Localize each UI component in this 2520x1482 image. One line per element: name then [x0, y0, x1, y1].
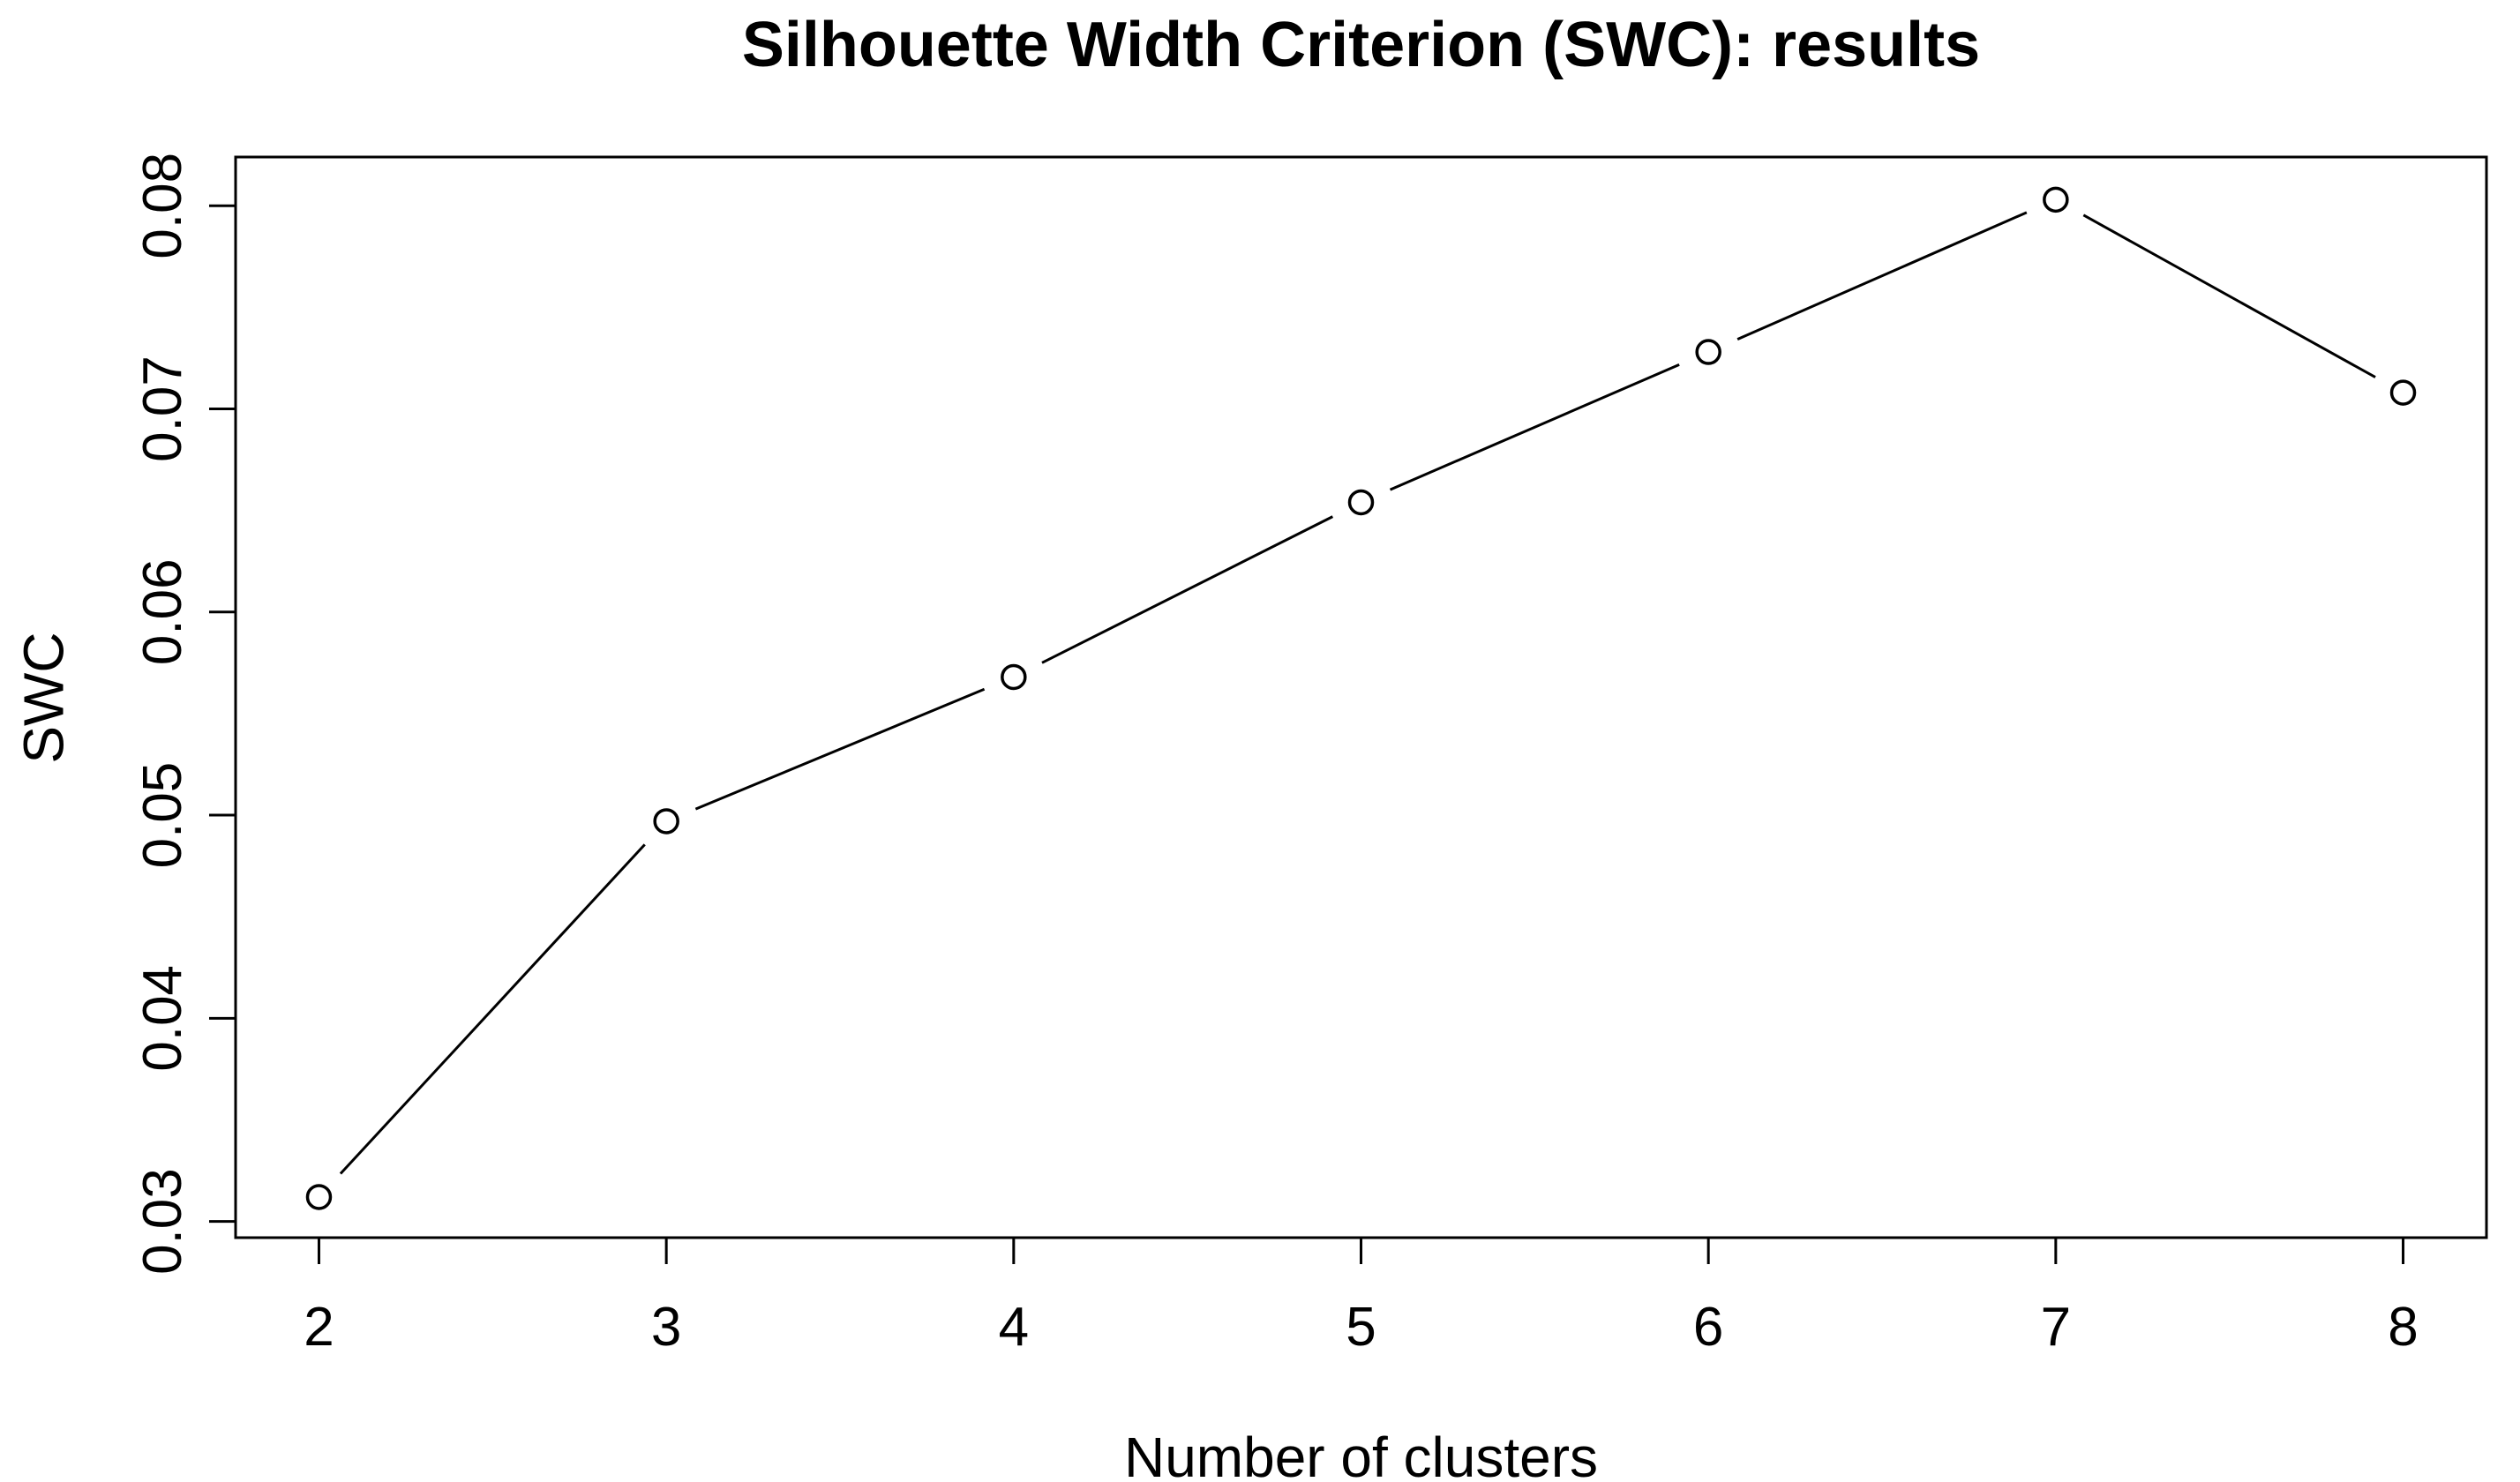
x-tick-label: 5: [1346, 1297, 1376, 1358]
y-tick-label: 0.03: [132, 1168, 193, 1275]
data-point: [305, 1184, 333, 1210]
data-point: [1001, 663, 1027, 691]
data-point: [1347, 489, 1375, 516]
series-line-segment: [694, 687, 986, 811]
y-tick-label: 0.04: [132, 965, 193, 1072]
data-point: [2389, 379, 2417, 406]
x-tick-label: 4: [999, 1297, 1029, 1358]
x-tick-label: 2: [304, 1297, 334, 1358]
series-line-segment: [1389, 363, 1680, 491]
data-point: [1695, 339, 1721, 365]
x-tick-label: 6: [1693, 1297, 1723, 1358]
series-line-segment: [2082, 213, 2376, 378]
plot-box: [234, 155, 2488, 1239]
chart-title: Silhouette Width Criterion (SWC): result…: [741, 10, 1981, 80]
x-tick-label: 8: [2388, 1297, 2418, 1358]
data-point: [653, 808, 679, 835]
x-tick-label: 3: [651, 1297, 681, 1358]
y-axis-label: SWC: [12, 631, 76, 764]
y-axis-label-wrap: SWC: [9, 157, 79, 1238]
y-tick-label: 0.08: [132, 153, 193, 259]
series-line-segment: [1736, 211, 2028, 341]
y-tick-label: 0.07: [132, 356, 193, 462]
x-tick-label: 7: [2041, 1297, 2071, 1358]
x-axis-label: Number of clusters: [1123, 1426, 1599, 1482]
data-point: [2043, 186, 2069, 213]
y-tick-label: 0.05: [132, 762, 193, 869]
y-tick-label: 0.06: [132, 558, 193, 665]
series-line-segment: [339, 843, 646, 1175]
series-line-segment: [1041, 515, 1334, 664]
